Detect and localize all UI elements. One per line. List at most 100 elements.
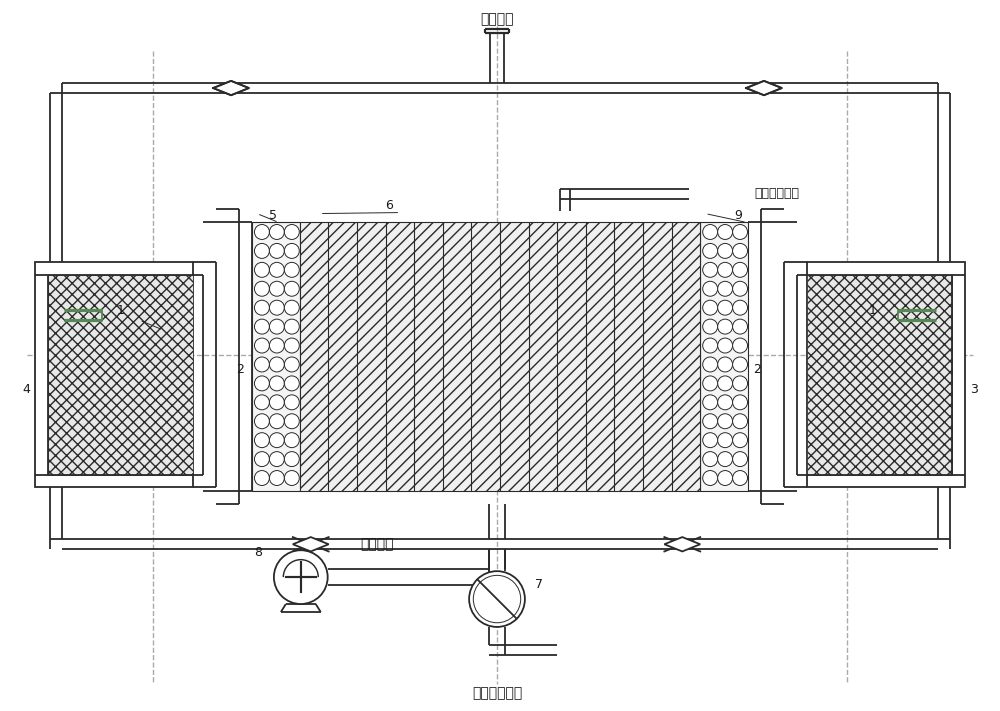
Circle shape: [284, 451, 299, 466]
Circle shape: [703, 433, 718, 448]
Circle shape: [718, 243, 733, 258]
Circle shape: [718, 262, 733, 277]
Circle shape: [284, 243, 299, 258]
Circle shape: [269, 357, 284, 372]
Circle shape: [254, 319, 269, 334]
Polygon shape: [293, 537, 329, 552]
Polygon shape: [746, 81, 782, 95]
Circle shape: [718, 433, 733, 448]
Bar: [35, 262, 193, 488]
Circle shape: [284, 414, 299, 429]
Circle shape: [703, 282, 718, 296]
Polygon shape: [664, 537, 700, 552]
Circle shape: [703, 300, 718, 315]
Text: 7: 7: [535, 577, 543, 591]
Circle shape: [733, 282, 748, 296]
Circle shape: [733, 471, 748, 486]
Circle shape: [254, 471, 269, 486]
Circle shape: [254, 395, 269, 410]
Circle shape: [269, 433, 284, 448]
Text: 燃烧气体出口: 燃烧气体出口: [472, 687, 522, 700]
Circle shape: [254, 433, 269, 448]
Circle shape: [733, 319, 748, 334]
Text: 2: 2: [236, 363, 244, 376]
Text: 6: 6: [385, 199, 393, 212]
Circle shape: [718, 357, 733, 372]
Text: 1: 1: [869, 304, 877, 316]
Text: 5: 5: [269, 209, 277, 222]
Text: 9: 9: [734, 209, 742, 222]
Circle shape: [269, 395, 284, 410]
Circle shape: [718, 338, 733, 353]
Circle shape: [718, 225, 733, 240]
Circle shape: [733, 357, 748, 372]
Circle shape: [269, 471, 284, 486]
Circle shape: [284, 433, 299, 448]
Circle shape: [254, 451, 269, 466]
Circle shape: [284, 357, 299, 372]
Circle shape: [269, 225, 284, 240]
Circle shape: [284, 262, 299, 277]
Circle shape: [718, 451, 733, 466]
Circle shape: [733, 433, 748, 448]
Circle shape: [284, 376, 299, 391]
Circle shape: [703, 395, 718, 410]
Text: 2: 2: [753, 363, 761, 376]
Circle shape: [733, 262, 748, 277]
Circle shape: [718, 319, 733, 334]
Text: 1: 1: [117, 304, 124, 316]
Circle shape: [733, 225, 748, 240]
Circle shape: [254, 376, 269, 391]
Circle shape: [733, 395, 748, 410]
Text: 助燃空气: 助燃空气: [361, 538, 394, 551]
Circle shape: [284, 282, 299, 296]
Circle shape: [269, 414, 284, 429]
Text: 反应气体出口: 反应气体出口: [754, 187, 799, 200]
Bar: [807, 262, 965, 488]
Circle shape: [733, 243, 748, 258]
Circle shape: [269, 319, 284, 334]
Circle shape: [254, 225, 269, 240]
Circle shape: [254, 262, 269, 277]
Circle shape: [703, 243, 718, 258]
Circle shape: [733, 414, 748, 429]
Circle shape: [718, 471, 733, 486]
Circle shape: [254, 338, 269, 353]
Circle shape: [718, 414, 733, 429]
Circle shape: [703, 262, 718, 277]
Circle shape: [718, 300, 733, 315]
Bar: [252, 222, 300, 491]
Circle shape: [703, 471, 718, 486]
Circle shape: [254, 243, 269, 258]
Circle shape: [703, 451, 718, 466]
Circle shape: [269, 282, 284, 296]
Circle shape: [733, 338, 748, 353]
Circle shape: [703, 338, 718, 353]
Text: 反应气体: 反应气体: [480, 12, 514, 26]
Circle shape: [703, 357, 718, 372]
Circle shape: [284, 319, 299, 334]
Circle shape: [718, 395, 733, 410]
Circle shape: [703, 376, 718, 391]
Circle shape: [269, 243, 284, 258]
Circle shape: [718, 376, 733, 391]
Circle shape: [254, 357, 269, 372]
Circle shape: [269, 376, 284, 391]
Bar: [700, 222, 748, 491]
Circle shape: [284, 300, 299, 315]
Circle shape: [703, 414, 718, 429]
Circle shape: [269, 262, 284, 277]
Text: 8: 8: [254, 546, 262, 559]
Circle shape: [284, 338, 299, 353]
Bar: [300, 222, 700, 491]
Polygon shape: [213, 81, 249, 95]
Bar: [48, 275, 193, 474]
Circle shape: [274, 550, 328, 604]
Circle shape: [733, 300, 748, 315]
Circle shape: [733, 451, 748, 466]
Circle shape: [254, 414, 269, 429]
Circle shape: [284, 395, 299, 410]
Bar: [807, 275, 952, 474]
Text: 4: 4: [22, 383, 30, 396]
Circle shape: [269, 451, 284, 466]
